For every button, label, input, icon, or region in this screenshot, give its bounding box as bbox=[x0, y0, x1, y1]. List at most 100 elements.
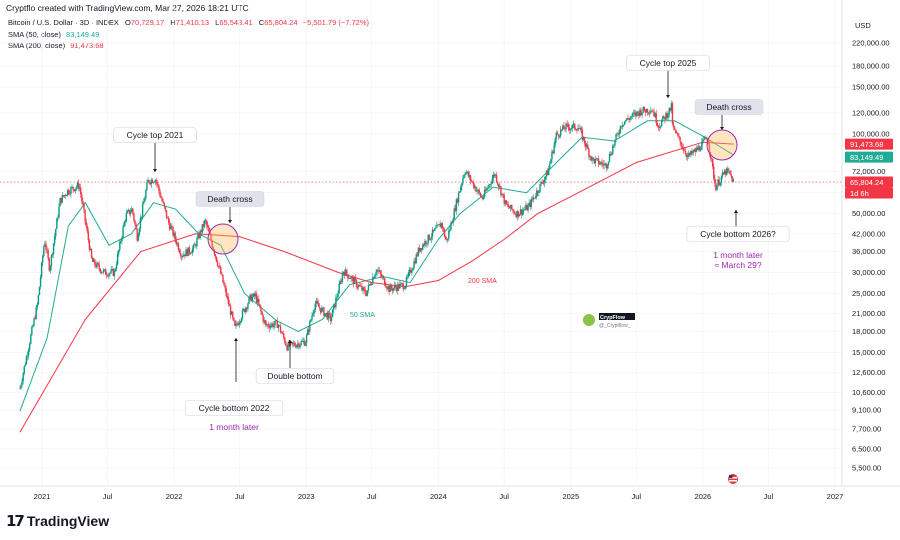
candle-body bbox=[121, 237, 123, 242]
candle-body bbox=[136, 229, 138, 241]
candle-body bbox=[84, 209, 86, 221]
candle-body bbox=[134, 220, 136, 225]
candle-body bbox=[26, 355, 29, 357]
candle-body bbox=[33, 318, 35, 326]
candle-body bbox=[562, 125, 564, 130]
us-flag-stripe bbox=[729, 480, 737, 482]
candle-body bbox=[312, 313, 314, 316]
candle-body bbox=[436, 224, 438, 228]
annotation-label: Cycle top 2025 bbox=[640, 58, 697, 68]
candle-body bbox=[308, 329, 310, 332]
candle-body bbox=[546, 170, 549, 176]
candle-body bbox=[68, 189, 70, 194]
candle-body bbox=[653, 111, 655, 117]
candle-body bbox=[301, 341, 303, 342]
candle-body bbox=[621, 124, 624, 127]
candle-body bbox=[32, 325, 34, 328]
candle-body bbox=[579, 128, 581, 129]
candle-body bbox=[715, 183, 717, 191]
sma-lines bbox=[0, 120, 842, 433]
annotation-label: Double bottom bbox=[267, 371, 322, 381]
candle-body bbox=[148, 180, 150, 184]
candle-body bbox=[160, 196, 162, 199]
candle-body bbox=[495, 174, 498, 182]
candle-body bbox=[89, 248, 92, 250]
candle-body bbox=[478, 189, 480, 193]
annotation-box bbox=[185, 400, 283, 416]
candle-body bbox=[310, 319, 312, 322]
candle-body bbox=[86, 226, 88, 232]
candle-body bbox=[252, 293, 255, 297]
sma200-legend-row[interactable]: SMA (200, close) 91,473.68 bbox=[8, 41, 104, 50]
candle-body bbox=[172, 226, 174, 236]
candle-body bbox=[634, 112, 637, 116]
candle-body bbox=[416, 254, 419, 256]
price-tag bbox=[845, 138, 893, 150]
sma50-legend-row[interactable]: SMA (50, close) 83,149.49 bbox=[8, 30, 99, 39]
candle-body bbox=[66, 189, 69, 196]
y-tick-label: 150,000.00 bbox=[852, 83, 890, 92]
candle-body bbox=[133, 213, 135, 221]
candle-body bbox=[276, 320, 278, 329]
candle-body bbox=[595, 158, 598, 160]
candle-body bbox=[372, 277, 374, 284]
candle-body bbox=[407, 272, 410, 277]
candle-body bbox=[295, 345, 297, 348]
candle-body bbox=[681, 146, 683, 148]
candle-body bbox=[25, 356, 28, 365]
candle-body bbox=[708, 144, 711, 153]
candle-body bbox=[453, 208, 455, 220]
candle-body bbox=[504, 200, 506, 204]
candle-body bbox=[114, 268, 117, 271]
candle-body bbox=[83, 204, 85, 210]
candle-body bbox=[156, 180, 158, 184]
candle-body bbox=[373, 277, 375, 278]
candle-body bbox=[167, 217, 170, 223]
candle-body bbox=[530, 198, 533, 207]
candle-body bbox=[139, 218, 142, 229]
tradingview-logo[interactable]: 𝟭𝟳 TradingView bbox=[6, 512, 109, 530]
candle-body bbox=[400, 283, 402, 285]
candle-body bbox=[340, 281, 343, 283]
candle-body bbox=[635, 111, 638, 116]
candle-body bbox=[336, 296, 338, 298]
candle-body bbox=[254, 293, 257, 297]
candle-body bbox=[403, 288, 405, 290]
candle-body bbox=[366, 290, 369, 296]
candle-body bbox=[683, 150, 686, 152]
y-tick-label: 12,600.00 bbox=[852, 368, 885, 377]
candle-body bbox=[266, 324, 269, 326]
candle-body bbox=[94, 259, 96, 266]
currency-label: USD bbox=[855, 21, 871, 30]
candle-body bbox=[612, 146, 614, 154]
candle-body bbox=[303, 340, 306, 346]
candle-body bbox=[630, 116, 632, 118]
y-tick-label: 36,000.00 bbox=[852, 247, 885, 256]
candle-body bbox=[107, 275, 109, 277]
candle-body bbox=[732, 179, 734, 182]
candle-body bbox=[224, 285, 226, 289]
symbol-legend-row[interactable]: Bitcoin / U.S. Dollar · 3D · INDEX O70,7… bbox=[8, 18, 369, 27]
candle-body bbox=[272, 323, 274, 328]
candle-body bbox=[166, 217, 169, 219]
candle-body bbox=[524, 209, 526, 210]
candle-body bbox=[477, 189, 479, 191]
candle-body bbox=[489, 184, 491, 186]
candle-body bbox=[151, 179, 154, 183]
candle-body bbox=[700, 149, 702, 151]
annotation-box bbox=[686, 226, 790, 242]
candle-body bbox=[426, 243, 428, 245]
candle-body bbox=[533, 197, 536, 199]
candle-body bbox=[113, 270, 116, 276]
annotations: Cycle top 2021 Death cross Cycle bottom 20… bbox=[113, 55, 790, 484]
candle-body bbox=[195, 244, 197, 247]
candle-body bbox=[277, 325, 280, 329]
candle-body bbox=[279, 325, 282, 332]
candle-body bbox=[645, 108, 648, 113]
candle-body bbox=[481, 197, 484, 199]
candle-body bbox=[145, 190, 147, 199]
sma50-line-label: 50 SMA bbox=[350, 312, 375, 319]
candle-body bbox=[182, 256, 184, 258]
candle-body bbox=[306, 329, 309, 336]
